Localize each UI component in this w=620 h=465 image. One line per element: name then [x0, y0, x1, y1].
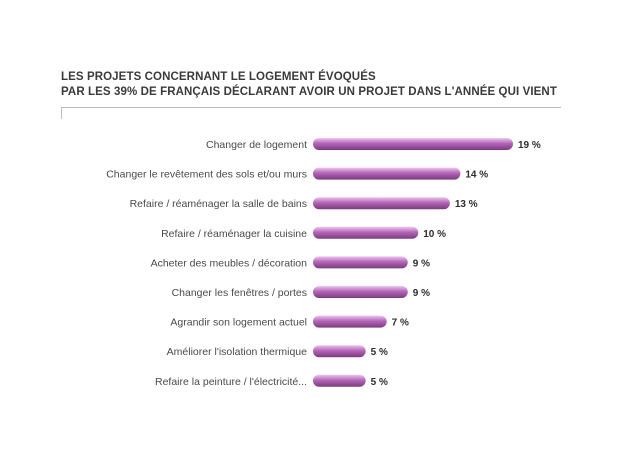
category-label: Changer le revêtement des sols et/ou mur… [106, 169, 307, 181]
value-label: 5 % [371, 377, 388, 388]
bar [313, 374, 366, 387]
value-label: 5 % [371, 347, 388, 358]
bar [313, 138, 513, 150]
value-label: 13 % [455, 199, 478, 210]
bar [313, 315, 387, 328]
category-label: Agrandir son logement actuel [170, 317, 307, 329]
bars-layer: Changer de logement 19 % Changer le revête… [106, 138, 541, 388]
bar-row: Améliorer l'isolation thermique 5 % [167, 345, 388, 358]
bar-row: Refaire la peinture / l'électricité... 5 … [155, 374, 388, 388]
category-label: Changer les fenêtres / portes [172, 287, 307, 299]
title-rule-tick [61, 107, 62, 119]
bar [313, 167, 461, 180]
category-label: Refaire / réaménager la cuisine [161, 228, 307, 240]
value-label: 14 % [465, 170, 488, 181]
value-label: 7 % [392, 318, 409, 329]
bar-row: Changer les fenêtres / portes 9 % [172, 286, 430, 299]
chart-title: LES PROJETS CONCERNANT LE LOGEMENT ÉVOQU… [61, 71, 376, 83]
bar-row: Refaire / réaménager la salle de bains 13… [130, 197, 478, 210]
value-label: 19 % [518, 140, 541, 151]
category-label: Refaire la peinture / l'électricité... [155, 376, 307, 388]
category-label: Refaire / réaménager la salle de bains [130, 198, 307, 210]
bar-row: Acheter des meubles / décoration 9 % [151, 256, 430, 269]
title-rule [61, 107, 561, 108]
value-label: 9 % [413, 258, 430, 269]
bar [313, 345, 366, 358]
bar-row: Agrandir son logement actuel 7 % [170, 315, 409, 329]
chart-subtitle: PAR LES 39% DE FRANÇAIS DÉCLARANT AVOIR … [61, 86, 557, 98]
category-label: Changer de logement [206, 139, 307, 151]
bar [313, 197, 450, 210]
value-label: 10 % [423, 229, 446, 240]
category-label: Améliorer l'isolation thermique [167, 346, 307, 358]
bar [313, 286, 408, 298]
bar-row: Changer de logement 19 % [206, 138, 541, 151]
bar [313, 226, 419, 239]
bar-row: Refaire / réaménager la cuisine 10 % [161, 226, 446, 240]
category-label: Acheter des meubles / décoration [151, 257, 308, 269]
chart-title-block: LES PROJETS CONCERNANT LE LOGEMENT ÉVOQU… [61, 70, 581, 100]
bar [313, 256, 408, 269]
bar-row: Changer le revêtement des sols et/ou mur… [106, 167, 488, 181]
value-label: 9 % [413, 288, 430, 299]
